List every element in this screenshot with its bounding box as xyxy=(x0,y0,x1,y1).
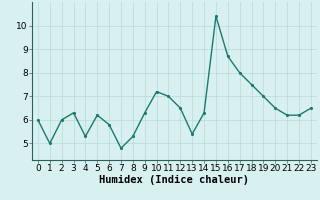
X-axis label: Humidex (Indice chaleur): Humidex (Indice chaleur) xyxy=(100,175,249,185)
